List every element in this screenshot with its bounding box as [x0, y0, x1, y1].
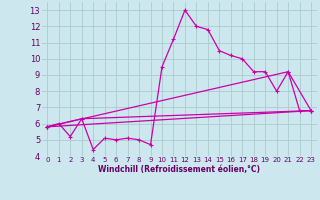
- X-axis label: Windchill (Refroidissement éolien,°C): Windchill (Refroidissement éolien,°C): [98, 165, 260, 174]
